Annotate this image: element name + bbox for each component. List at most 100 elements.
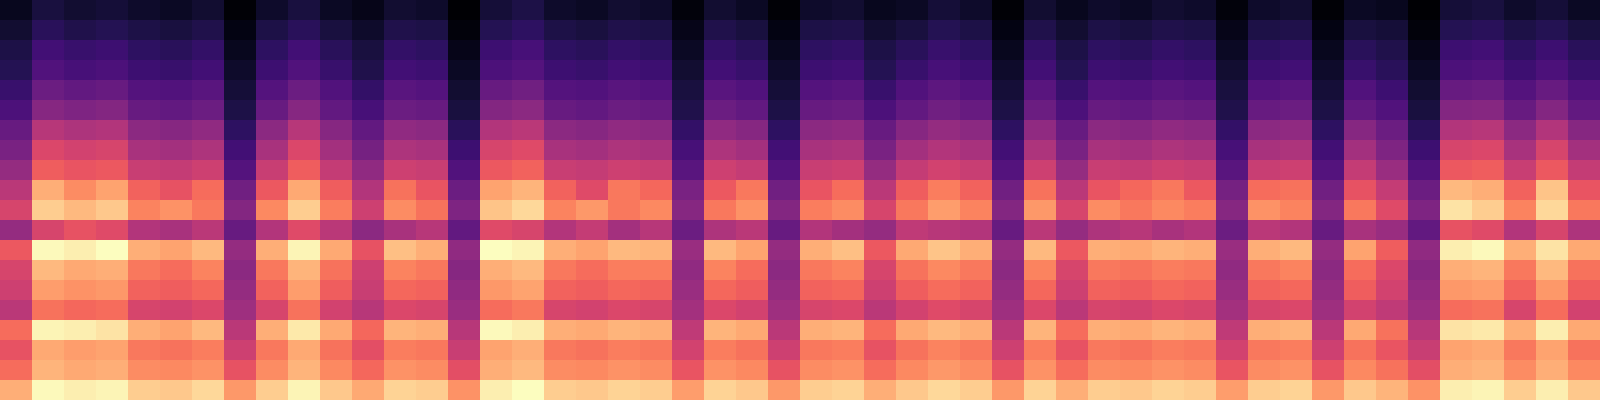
- heatmap-cell: [1088, 360, 1121, 381]
- heatmap-cell: [1184, 260, 1217, 281]
- heatmap-cell: [576, 200, 609, 221]
- heatmap-cell: [256, 360, 289, 381]
- heatmap-cell: [1504, 380, 1537, 400]
- heatmap-cell: [352, 260, 385, 281]
- heatmap-cell: [768, 160, 801, 181]
- heatmap-cell: [672, 340, 705, 361]
- heatmap-cell: [512, 40, 545, 61]
- heatmap-cell: [832, 80, 865, 101]
- heatmap-cell: [32, 80, 65, 101]
- heatmap-cell: [384, 0, 417, 21]
- heatmap-cell: [32, 180, 65, 201]
- heatmap-cell: [608, 380, 641, 400]
- heatmap-cell: [544, 220, 577, 241]
- heatmap-cell: [128, 120, 161, 141]
- heatmap-cell: [32, 60, 65, 81]
- heatmap-cell: [1568, 100, 1600, 121]
- heatmap-cell: [128, 0, 161, 21]
- heatmap-cell: [32, 260, 65, 281]
- heatmap-cell: [736, 60, 769, 81]
- heatmap-cell: [1248, 280, 1281, 301]
- heatmap-cell: [1440, 140, 1473, 161]
- heatmap-cell: [480, 280, 513, 301]
- heatmap-cell: [1568, 60, 1600, 81]
- heatmap-cell: [544, 0, 577, 21]
- heatmap-cell: [960, 40, 993, 61]
- heatmap-cell: [160, 180, 193, 201]
- heatmap-cell: [1504, 120, 1537, 141]
- heatmap-cell: [384, 40, 417, 61]
- heatmap-cell: [928, 0, 961, 21]
- heatmap-cell: [1152, 260, 1185, 281]
- heatmap-cell: [96, 160, 129, 181]
- heatmap-cell: [288, 100, 321, 121]
- heatmap-cell: [1568, 280, 1600, 301]
- heatmap-cell: [1152, 280, 1185, 301]
- heatmap-cell: [416, 280, 449, 301]
- heatmap-cell: [1024, 380, 1057, 400]
- heatmap-cell: [352, 360, 385, 381]
- heatmap-cell: [1088, 240, 1121, 261]
- heatmap-cell: [896, 320, 929, 341]
- heatmap-cell: [1568, 240, 1600, 261]
- heatmap-cell: [672, 60, 705, 81]
- heatmap-cell: [928, 180, 961, 201]
- heatmap-cell: [1056, 120, 1089, 141]
- heatmap-cell: [1280, 180, 1313, 201]
- heatmap-cell: [992, 360, 1025, 381]
- heatmap-cell: [672, 180, 705, 201]
- heatmap-cell: [416, 60, 449, 81]
- heatmap-cell: [512, 180, 545, 201]
- heatmap-cell: [1216, 80, 1249, 101]
- heatmap-cell: [128, 360, 161, 381]
- heatmap-cell: [800, 200, 833, 221]
- heatmap-cell: [992, 60, 1025, 81]
- heatmap-cell: [64, 300, 97, 321]
- heatmap-cell: [64, 80, 97, 101]
- heatmap-cell: [736, 100, 769, 121]
- heatmap-cell: [768, 40, 801, 61]
- heatmap-cell: [96, 140, 129, 161]
- heatmap-cell: [256, 20, 289, 41]
- heatmap-cell: [1184, 320, 1217, 341]
- heatmap-cell: [576, 280, 609, 301]
- heatmap-cell: [128, 220, 161, 241]
- heatmap-cell: [832, 60, 865, 81]
- heatmap-cell: [1248, 240, 1281, 261]
- heatmap-cell: [192, 80, 225, 101]
- heatmap-cell: [480, 60, 513, 81]
- heatmap-cell: [1440, 300, 1473, 321]
- heatmap-cell: [768, 60, 801, 81]
- heatmap-cell: [1248, 320, 1281, 341]
- heatmap-cell: [416, 360, 449, 381]
- heatmap-cell: [1344, 80, 1377, 101]
- heatmap-cell: [608, 120, 641, 141]
- heatmap-cell: [736, 300, 769, 321]
- heatmap-cell: [544, 280, 577, 301]
- heatmap-cell: [704, 0, 737, 21]
- heatmap-cell: [512, 120, 545, 141]
- heatmap-cell: [1408, 180, 1441, 201]
- heatmap-cell: [704, 280, 737, 301]
- heatmap-cell: [800, 220, 833, 241]
- heatmap-cell: [928, 280, 961, 301]
- heatmap-cell: [896, 0, 929, 21]
- heatmap-cell: [640, 240, 673, 261]
- heatmap-cell: [1472, 120, 1505, 141]
- heatmap-cell: [736, 260, 769, 281]
- heatmap-cell: [1504, 20, 1537, 41]
- heatmap-cell: [928, 220, 961, 241]
- heatmap-cell: [1184, 60, 1217, 81]
- heatmap-cell: [832, 200, 865, 221]
- heatmap-cell: [1376, 340, 1409, 361]
- heatmap-cell: [32, 240, 65, 261]
- heatmap-cell: [1152, 300, 1185, 321]
- heatmap-cell: [32, 360, 65, 381]
- heatmap-cell: [224, 260, 257, 281]
- heatmap-cell: [928, 260, 961, 281]
- heatmap-cell: [1056, 100, 1089, 121]
- heatmap-cell: [640, 280, 673, 301]
- heatmap-cell: [32, 20, 65, 41]
- heatmap-cell: [1280, 200, 1313, 221]
- heatmap-cell: [1536, 380, 1569, 400]
